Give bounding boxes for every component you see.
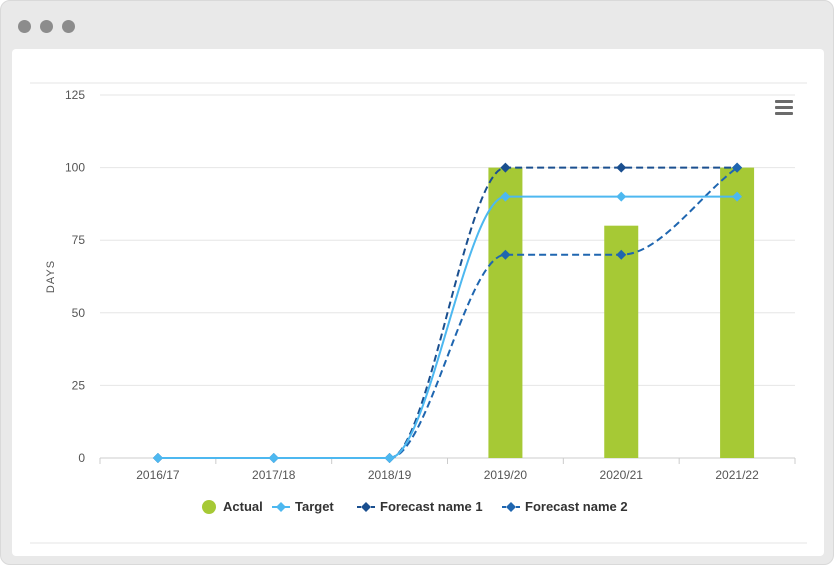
legend-marker-forecast-name-2: [506, 502, 516, 512]
point-target: [732, 191, 743, 202]
point-target: [384, 453, 395, 463]
y-tick-label: 50: [72, 306, 86, 320]
y-tick-label: 0: [78, 451, 85, 465]
window-control-dot[interactable]: [40, 20, 53, 33]
hamburger-menu-icon[interactable]: [775, 100, 793, 116]
x-tick-label: 2020/21: [600, 468, 644, 482]
y-tick-label: 25: [72, 378, 86, 392]
window-control-dot[interactable]: [18, 20, 31, 33]
point-forecast-name-2: [732, 162, 743, 173]
point-forecast-name-1: [500, 162, 511, 173]
point-target: [152, 453, 163, 463]
y-tick-label: 125: [65, 88, 85, 102]
x-tick-label: 2021/22: [715, 468, 759, 482]
point-target: [500, 191, 511, 202]
y-tick-label: 100: [65, 161, 85, 175]
series-line-target: [157, 195, 738, 459]
chart-svg: 0 25 50 75 100 125 DAYS 2016/17 2017/18 2018/19 20…: [30, 82, 807, 544]
point-forecast-name-2: [616, 249, 627, 260]
window-control-dot[interactable]: [62, 20, 75, 33]
bar-actual: [720, 167, 755, 458]
bar-actual: [488, 167, 523, 458]
x-tick-label: 2017/18: [252, 468, 296, 482]
point-target: [268, 453, 279, 463]
chart-container: 0 25 50 75 100 125 DAYS 2016/17 2017/18 2018/19 20…: [12, 49, 824, 556]
legend-label-forecast-name-1[interactable]: Forecast name 1: [380, 499, 483, 514]
point-target: [616, 191, 627, 202]
bar-actual: [604, 225, 639, 458]
x-tick-label: 2018/19: [368, 468, 412, 482]
legend-marker-target: [276, 502, 286, 512]
point-forecast-name-2: [500, 249, 511, 260]
point-forecast-name-1: [616, 162, 627, 173]
y-tick-label: 75: [72, 233, 86, 247]
x-tick-label: 2019/20: [484, 468, 528, 482]
legend-marker-forecast-name-1: [361, 502, 371, 512]
legend-label-forecast-name-2[interactable]: Forecast name 2: [525, 499, 628, 514]
y-axis-title: DAYS: [45, 260, 57, 293]
legend-label-target[interactable]: Target: [295, 499, 334, 514]
legend-label-actual[interactable]: Actual: [223, 499, 263, 514]
legend-marker-actual: [202, 500, 216, 514]
window-titlebar: [1, 1, 833, 49]
x-tick-label: 2016/17: [136, 468, 180, 482]
